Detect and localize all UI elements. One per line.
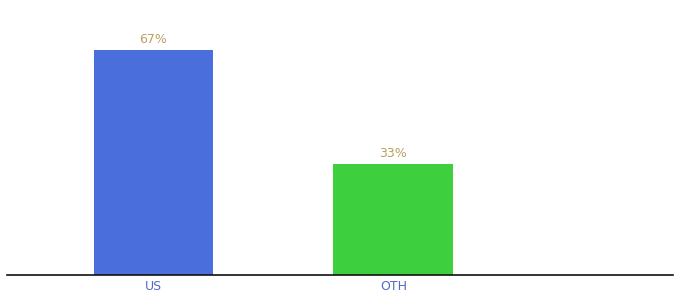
Bar [94,50,214,274]
Bar [333,164,454,274]
Text: 67%: 67% [139,33,167,46]
Text: 33%: 33% [379,147,407,160]
